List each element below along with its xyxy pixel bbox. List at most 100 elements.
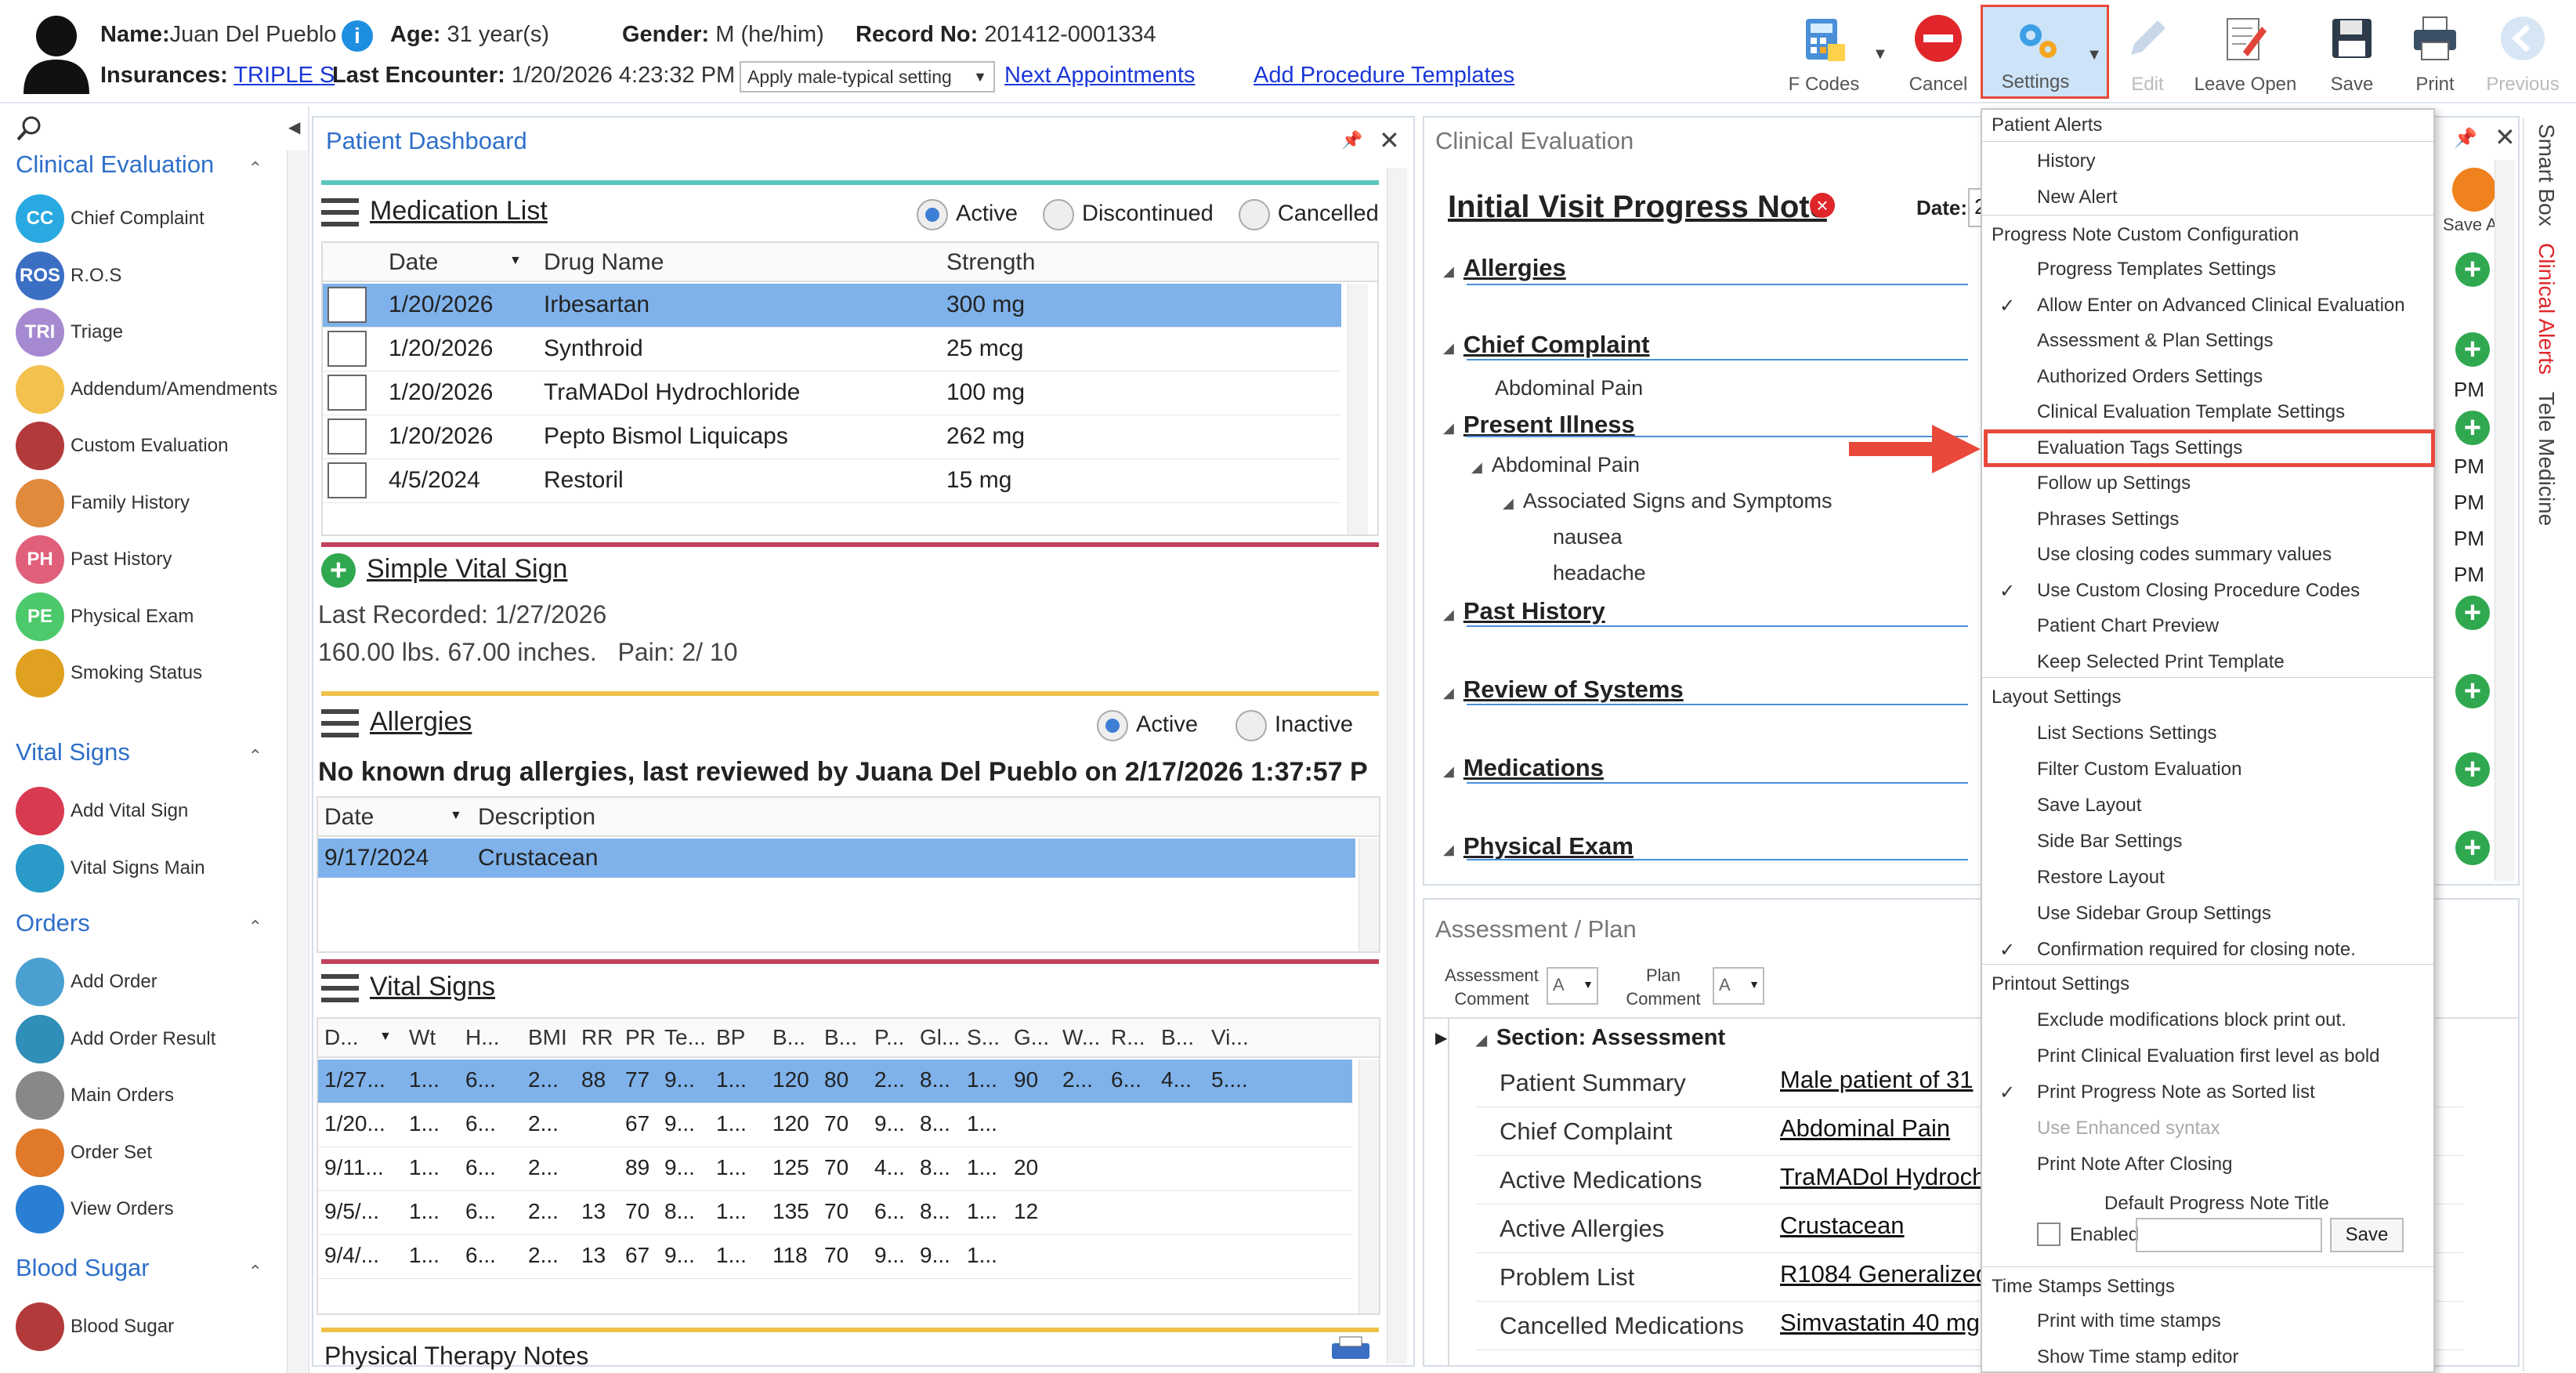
column-description[interactable]: Description: [478, 804, 596, 830]
expand-icon[interactable]: ◢: [1503, 495, 1514, 511]
row-checkbox[interactable]: [327, 331, 367, 367]
dashboard-scrollbar[interactable]: [1387, 168, 1407, 1364]
vitals-column[interactable]: R...: [1111, 1025, 1145, 1049]
chevron-up-icon[interactable]: ⌃: [248, 1262, 262, 1281]
vitals-scrollbar[interactable]: [1359, 1060, 1379, 1313]
add-icon[interactable]: +: [2455, 596, 2490, 630]
default-title-input[interactable]: [2136, 1218, 2322, 1252]
clinical-scrollbar[interactable]: [2495, 160, 2515, 881]
table-row[interactable]: 1/20... 1... 6... 2... 67 9... 1... 120 70 9... 8.…: [318, 1103, 1352, 1147]
menu-icon[interactable]: [321, 198, 359, 227]
ce-assoc[interactable]: ◢ Associated Signs and Symptoms: [1503, 489, 1833, 513]
column-drug-name[interactable]: Drug Name: [544, 249, 664, 275]
sidebar-item-r-o-s[interactable]: ROS R.O.S: [16, 248, 286, 303]
menu-item-restore-layout[interactable]: Restore Layout: [2037, 867, 2165, 888]
sort-down-icon[interactable]: ▼: [379, 1030, 392, 1043]
sidebar-item-add-order-result[interactable]: Add Order Result: [16, 1012, 286, 1067]
edit-button[interactable]: Edit: [2112, 5, 2183, 99]
expand-icon[interactable]: ◢: [1443, 263, 1454, 279]
medication-filter[interactable]: Active Discontinued Cancelled: [917, 199, 1379, 230]
pt-notes-title[interactable]: Physical Therapy Notes: [324, 1342, 589, 1370]
radio-inactive[interactable]: [1236, 710, 1268, 741]
menu-item-list-sections-settings[interactable]: List Sections Settings: [2037, 723, 2217, 744]
ce-present-item[interactable]: ◢ Abdominal Pain: [1471, 453, 1640, 477]
column-date[interactable]: Date: [389, 249, 439, 275]
save-as-icon[interactable]: [2452, 168, 2496, 212]
table-row[interactable]: 9/5/... 1... 6... 2... 13 70 8... 1... 135 70 6...…: [318, 1191, 1352, 1235]
printer-icon[interactable]: [1329, 1335, 1373, 1364]
sidebar-item-chief-complaint[interactable]: CC Chief Complaint: [16, 191, 286, 246]
save-button[interactable]: Save: [2319, 5, 2385, 99]
close-icon[interactable]: ✕: [1379, 126, 1400, 154]
menu-item-clinical-evaluation-template-settings[interactable]: Clinical Evaluation Template Settings: [2037, 401, 2346, 422]
add-icon[interactable]: +: [321, 553, 356, 588]
remove-icon[interactable]: ×: [1810, 193, 1835, 218]
column-date[interactable]: Date: [324, 804, 374, 830]
expand-icon[interactable]: ◢: [1443, 420, 1454, 436]
ce-past-history[interactable]: ◢ Past History: [1443, 597, 1605, 625]
medication-list-header[interactable]: Medication List: [321, 196, 548, 227]
row-checkbox[interactable]: [327, 418, 367, 455]
assessment-row-value[interactable]: Male patient of 31: [1780, 1066, 1974, 1093]
menu-item-history[interactable]: History: [2037, 150, 2096, 172]
section-assessment[interactable]: ◢ Section: Assessment: [1476, 1025, 1725, 1051]
menu-icon[interactable]: [321, 709, 359, 738]
ce-medications[interactable]: ◢ Medications: [1443, 754, 1604, 782]
vitals-column[interactable]: D...: [324, 1025, 359, 1049]
radio-active[interactable]: [1097, 710, 1128, 741]
section-clinical-evaluation[interactable]: Clinical Evaluation: [16, 150, 215, 178]
sidebar-item-family-history[interactable]: Family History: [16, 476, 286, 531]
ce-present-illness[interactable]: ◢ Present Illness: [1443, 411, 1635, 439]
expand-icon[interactable]: ◢: [1443, 685, 1454, 701]
sort-down-icon[interactable]: ▼: [450, 809, 462, 822]
section-orders[interactable]: Orders: [16, 909, 90, 936]
row-checkbox[interactable]: [327, 375, 367, 411]
simple-vital-header[interactable]: + Simple Vital Sign: [321, 553, 567, 588]
apply-setting-select[interactable]: Apply male-typical setting ▼: [740, 61, 995, 92]
assessment-row-value[interactable]: Crustacean: [1780, 1212, 1905, 1239]
menu-item-print-note-after-closing[interactable]: Print Note After Closing: [2037, 1154, 2233, 1175]
sidebar-item-custom-evaluation[interactable]: Custom Evaluation: [16, 418, 286, 473]
add-icon[interactable]: +: [2455, 411, 2490, 445]
default-title-save-button[interactable]: Save: [2330, 1218, 2404, 1252]
section-blood-sugar[interactable]: Blood Sugar: [16, 1254, 150, 1281]
menu-item-print-progress-note-as-sorted-list[interactable]: Print Progress Note as Sorted list: [2037, 1081, 2315, 1103]
expand-icon[interactable]: ◢: [1471, 459, 1482, 475]
fcodes-dropdown-icon[interactable]: ▼: [1872, 45, 1888, 63]
chevron-up-icon[interactable]: ⌃: [248, 917, 262, 936]
section-vital-signs[interactable]: Vital Signs: [16, 738, 130, 766]
ce-ros[interactable]: ◢ Review of Systems: [1443, 676, 1684, 704]
vitals-column[interactable]: S...: [967, 1025, 1000, 1049]
expand-icon[interactable]: ◢: [1443, 842, 1454, 857]
plan-comment-button[interactable]: A ▼: [1713, 967, 1764, 1005]
menu-item-exclude-modifications-block-print-out[interactable]: Exclude modifications block print out.: [2037, 1009, 2346, 1031]
assessment-row-value[interactable]: Abdominal Pain: [1780, 1114, 1951, 1142]
sidebar-item-triage[interactable]: TRI Triage: [16, 305, 286, 360]
table-row[interactable]: 9/11... 1... 6... 2... 89 9... 1... 125 70 4... 8.…: [318, 1147, 1352, 1191]
close-icon[interactable]: ✕: [2495, 123, 2516, 151]
vitals-column[interactable]: BMI: [528, 1025, 567, 1049]
add-procedure-templates-link[interactable]: Add Procedure Templates: [1254, 63, 1515, 88]
menu-item-use-enhanced-syntax[interactable]: Use Enhanced syntax: [2037, 1118, 2220, 1139]
menu-item-patient-chart-preview[interactable]: Patient Chart Preview: [2037, 615, 2220, 636]
previous-button[interactable]: Previous: [2476, 5, 2570, 99]
allergies-filter[interactable]: Active Inactive: [1097, 710, 1353, 741]
add-icon[interactable]: +: [2455, 332, 2490, 367]
menu-item-new-alert[interactable]: New Alert: [2037, 187, 2118, 208]
info-icon[interactable]: i: [342, 20, 373, 52]
menu-item-side-bar-settings[interactable]: Side Bar Settings: [2037, 831, 2183, 852]
menu-item-print-clinical-evaluation-first-level-as-bold[interactable]: Print Clinical Evaluation first level as…: [2037, 1045, 2380, 1067]
table-row[interactable]: 1/20/2026 Pepto Bismol Liquicaps 262 mg: [323, 415, 1341, 459]
pin-icon[interactable]: 📌: [1341, 130, 1363, 150]
vitals-column[interactable]: H...: [465, 1025, 500, 1049]
search-icon[interactable]: [16, 114, 44, 143]
menu-item-show-time-stamp-editor[interactable]: Show Time stamp editor: [2037, 1346, 2239, 1368]
print-button[interactable]: Print: [2402, 5, 2468, 99]
menu-item-filter-custom-evaluation[interactable]: Filter Custom Evaluation: [2037, 759, 2242, 780]
table-row[interactable]: 9/17/2024 Crustacean: [318, 839, 1355, 878]
collapse-sidebar-icon[interactable]: ◀: [288, 119, 301, 136]
tab-smart-box[interactable]: Smart Box: [2534, 124, 2559, 226]
insurance-link[interactable]: TRIPLE S: [233, 63, 335, 88]
row-checkbox[interactable]: [327, 287, 367, 323]
menu-item-authorized-orders-settings[interactable]: Authorized Orders Settings: [2037, 365, 2263, 387]
